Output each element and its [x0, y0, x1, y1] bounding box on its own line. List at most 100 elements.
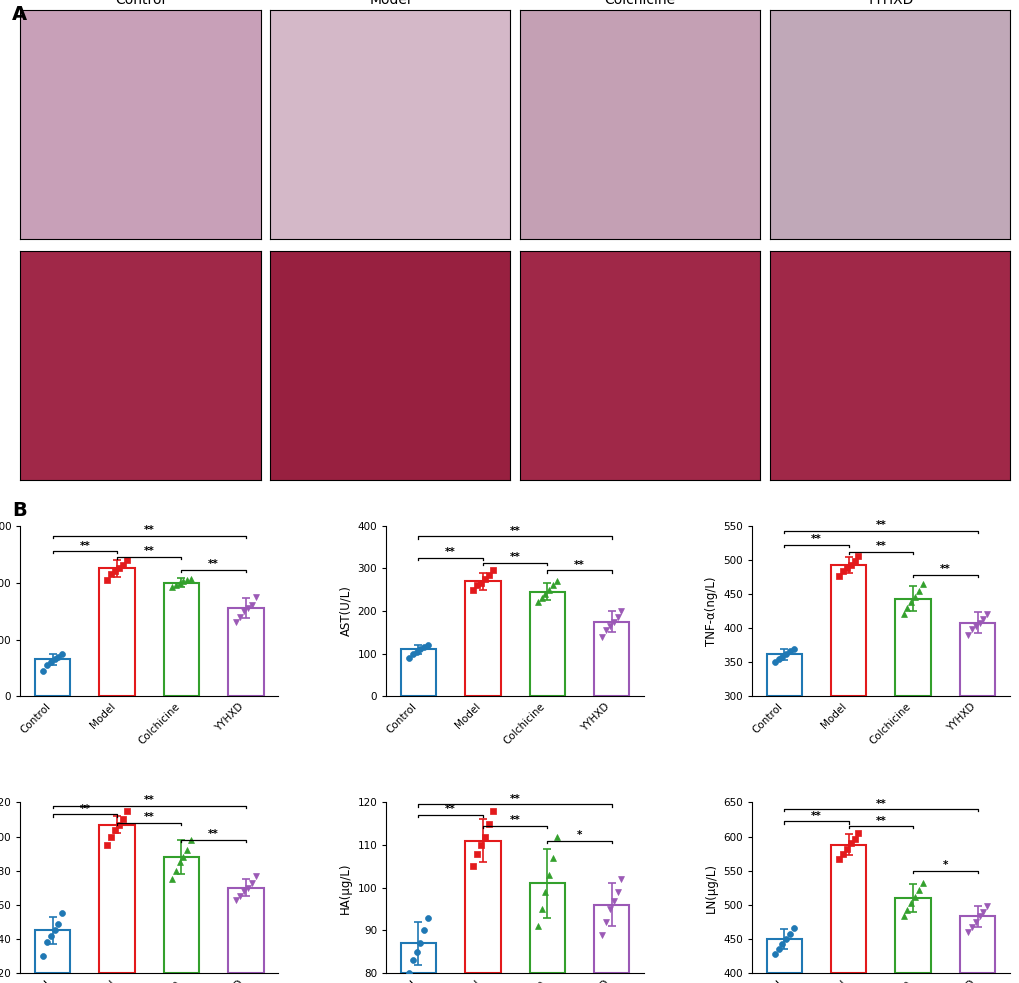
- Point: [963, 919, 979, 935]
- Text: **: **: [874, 798, 886, 808]
- Point: [773, 649, 790, 665]
- Point: [830, 568, 847, 584]
- Point: [902, 895, 918, 910]
- Point: [43, 928, 59, 944]
- Point: [465, 858, 481, 874]
- Point: [544, 578, 560, 594]
- Text: **: **: [940, 564, 950, 574]
- Point: [540, 582, 556, 598]
- Point: [239, 601, 256, 616]
- Point: [838, 560, 854, 576]
- Text: **: **: [510, 815, 520, 825]
- Point: [777, 931, 794, 947]
- Point: [540, 867, 556, 883]
- Point: [842, 836, 858, 851]
- Point: [235, 884, 252, 899]
- Text: *: *: [942, 860, 947, 870]
- Point: [103, 829, 119, 844]
- Point: [476, 571, 492, 587]
- Bar: [895, 898, 930, 973]
- Bar: [959, 622, 995, 696]
- Point: [412, 936, 428, 952]
- Point: [228, 614, 245, 630]
- Point: [248, 589, 264, 605]
- Point: [484, 562, 500, 578]
- Point: [842, 556, 858, 572]
- Text: **: **: [445, 804, 455, 815]
- Text: **: **: [144, 795, 155, 805]
- Point: [529, 918, 545, 934]
- Point: [239, 880, 256, 896]
- Point: [99, 838, 115, 853]
- Text: **: **: [510, 526, 520, 536]
- Point: [895, 908, 911, 924]
- Text: **: **: [144, 547, 155, 556]
- Point: [974, 903, 990, 919]
- Point: [593, 629, 609, 645]
- Point: [469, 578, 485, 594]
- Point: [114, 812, 130, 828]
- Point: [107, 822, 123, 838]
- Point: [405, 953, 421, 968]
- Point: [529, 595, 545, 610]
- Bar: [228, 608, 263, 696]
- Point: [107, 563, 123, 579]
- Point: [231, 889, 248, 904]
- Bar: [99, 825, 135, 973]
- Point: [163, 579, 179, 595]
- Point: [244, 598, 260, 613]
- Text: **: **: [874, 520, 886, 531]
- Point: [782, 926, 798, 942]
- Point: [765, 947, 782, 962]
- Bar: [35, 931, 70, 973]
- Bar: [959, 916, 995, 973]
- Point: [533, 901, 549, 917]
- Text: **: **: [574, 559, 584, 570]
- Bar: [766, 654, 801, 696]
- Point: [46, 923, 62, 939]
- Point: [605, 613, 622, 629]
- Point: [899, 902, 915, 918]
- Point: [163, 871, 179, 887]
- Text: **: **: [810, 811, 821, 821]
- Point: [785, 920, 801, 936]
- Point: [167, 577, 183, 593]
- Point: [182, 571, 199, 587]
- Text: **: **: [144, 525, 155, 535]
- Point: [967, 618, 983, 634]
- Point: [54, 905, 70, 921]
- Bar: [593, 621, 629, 696]
- Point: [910, 583, 926, 599]
- Bar: [465, 581, 500, 696]
- Point: [906, 590, 922, 606]
- Point: [785, 641, 801, 657]
- Point: [416, 923, 432, 939]
- Point: [473, 575, 489, 591]
- Point: [469, 845, 485, 861]
- Point: [970, 614, 986, 630]
- Point: [244, 875, 260, 891]
- Point: [480, 816, 496, 832]
- Point: [533, 591, 549, 607]
- Bar: [35, 660, 70, 696]
- Point: [978, 607, 995, 622]
- Y-axis label: LN(μg/L): LN(μg/L): [704, 863, 717, 913]
- Text: **: **: [445, 547, 455, 557]
- Point: [834, 845, 850, 861]
- Point: [50, 916, 66, 932]
- Point: [99, 572, 115, 588]
- Point: [179, 572, 196, 588]
- Bar: [593, 904, 629, 973]
- Text: B: B: [12, 501, 26, 520]
- Point: [597, 914, 613, 930]
- Point: [118, 551, 135, 567]
- Bar: [164, 583, 199, 696]
- Bar: [400, 650, 436, 696]
- Point: [182, 832, 199, 847]
- Text: *: *: [577, 830, 582, 840]
- Point: [231, 608, 248, 624]
- Point: [769, 942, 786, 957]
- Bar: [766, 939, 801, 973]
- Point: [46, 652, 62, 667]
- Point: [830, 851, 847, 867]
